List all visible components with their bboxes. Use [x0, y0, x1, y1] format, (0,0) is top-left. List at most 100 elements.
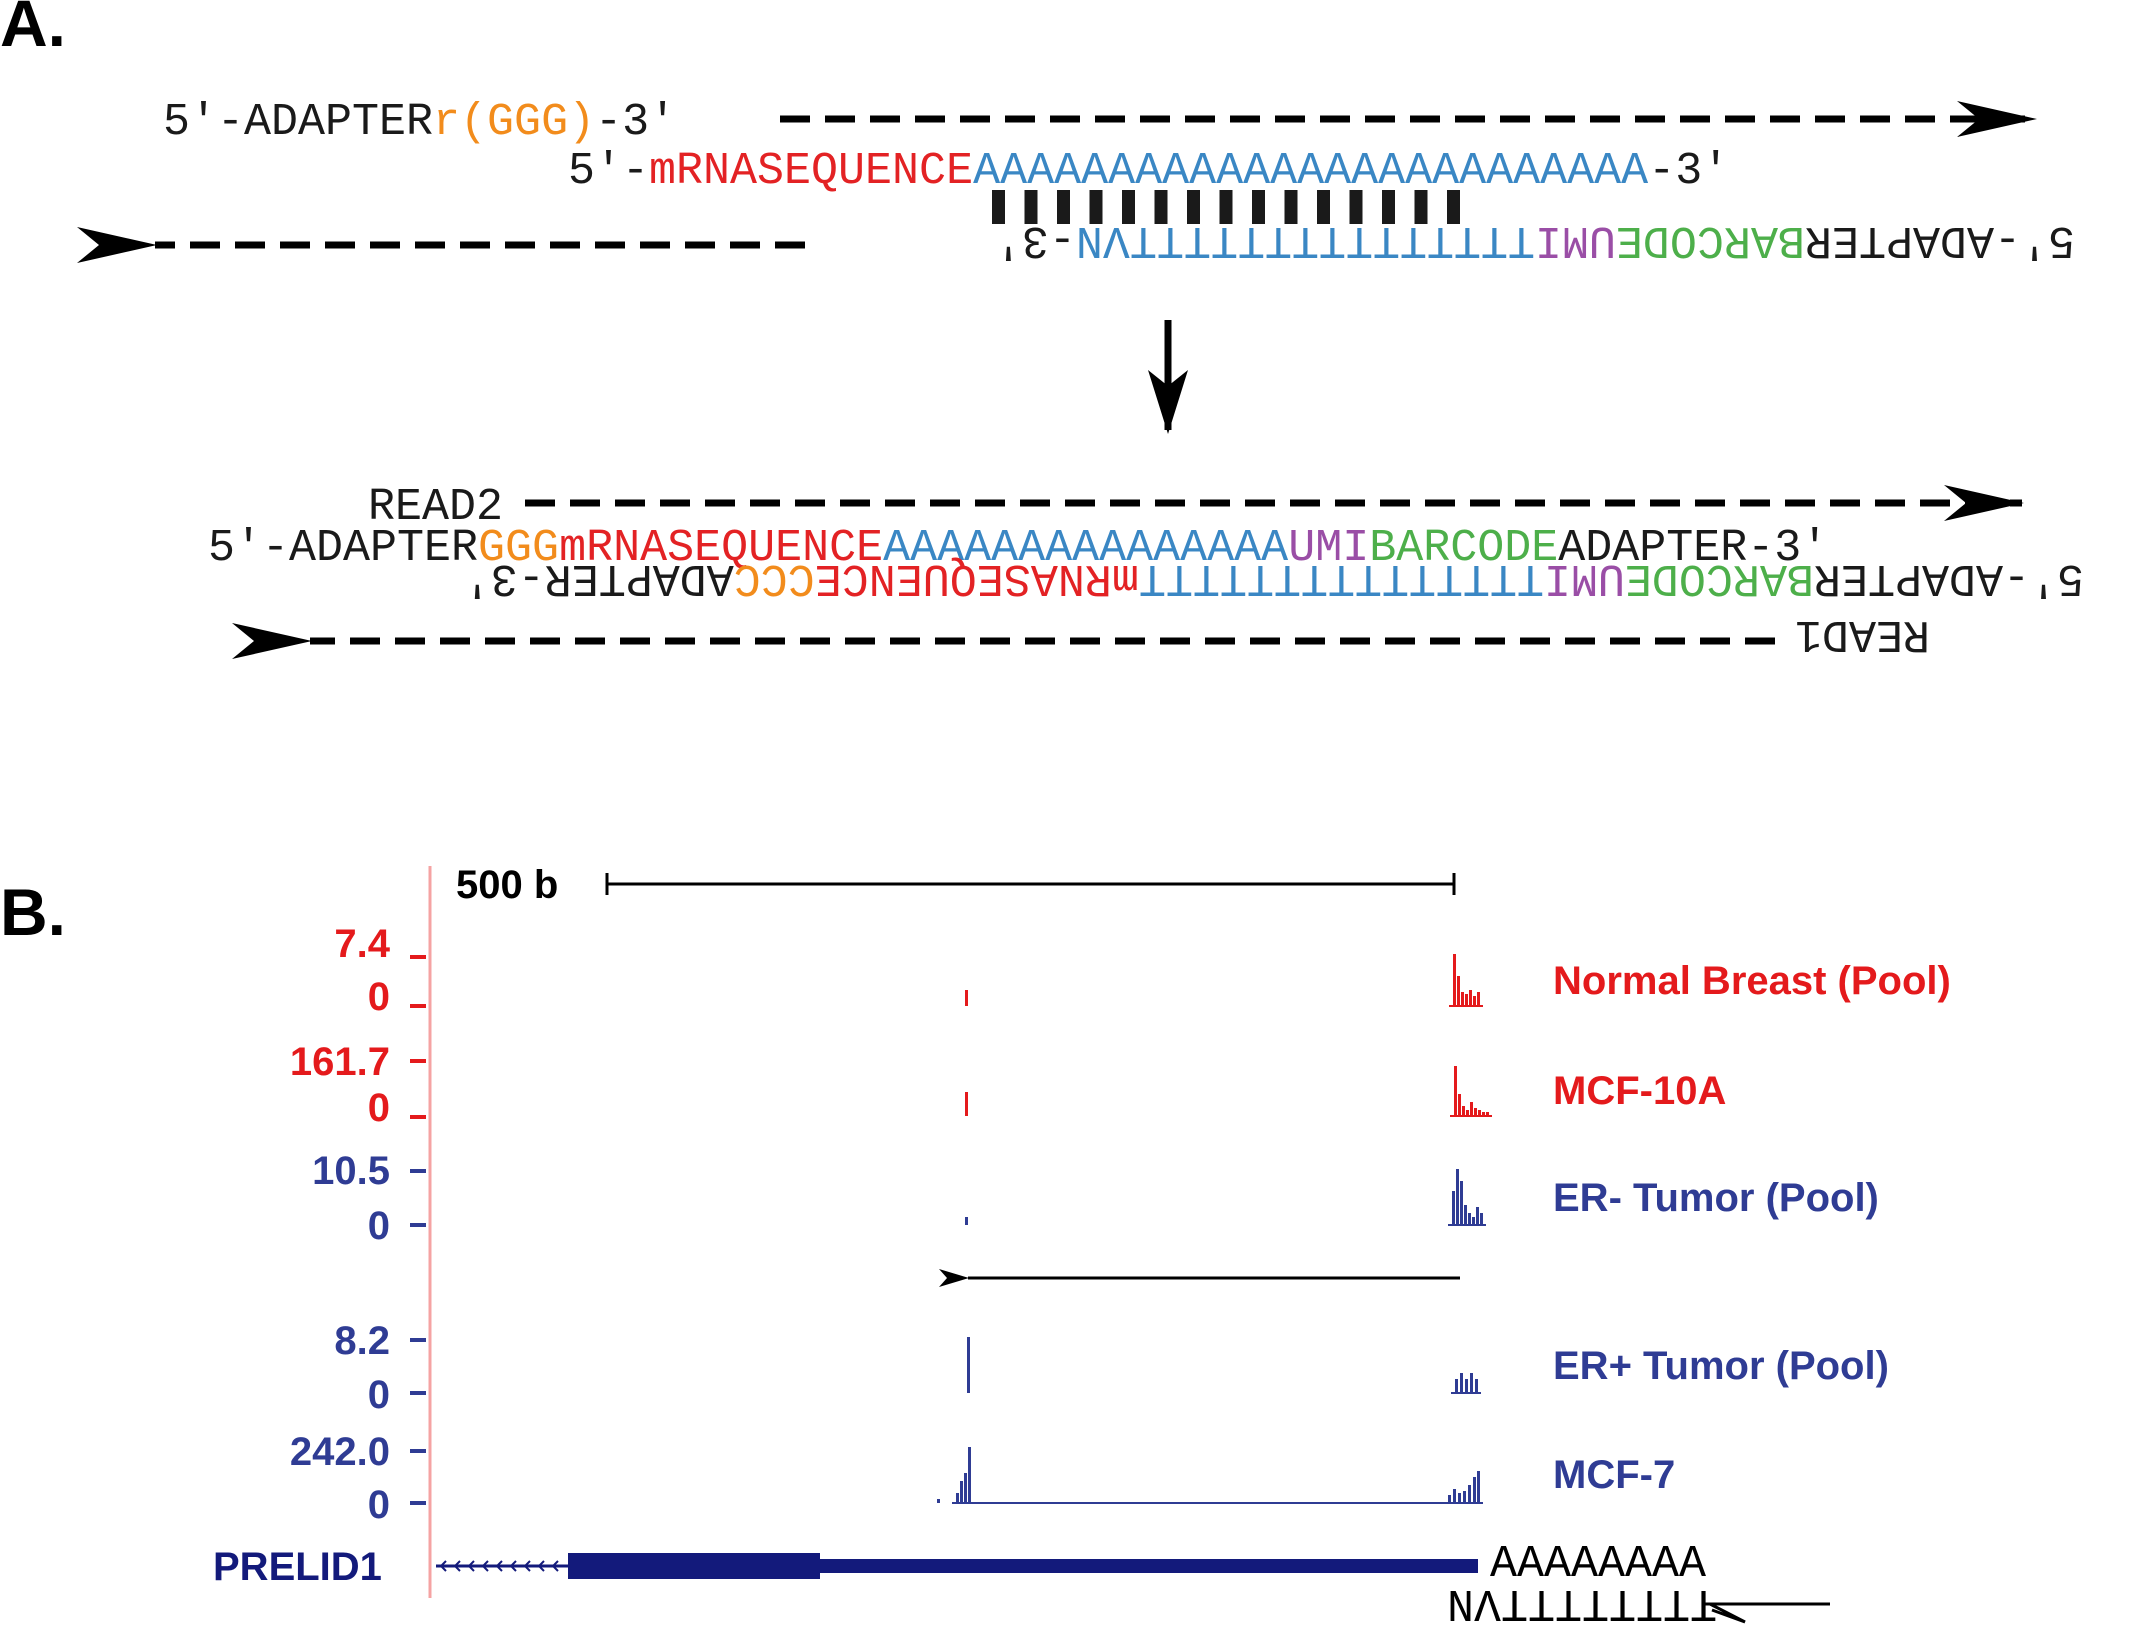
chevron-icon	[551, 1560, 559, 1572]
track2-max-label: 161.7	[290, 1040, 390, 1084]
row5-adapter: 5′-ADAPTER	[208, 523, 478, 574]
pairing-bar	[1414, 190, 1428, 224]
chevron-icon	[481, 1560, 489, 1572]
pairing-bar	[1219, 190, 1233, 224]
signal-bar	[965, 1092, 968, 1116]
row5-barcode: BARCODE	[1369, 523, 1558, 574]
signal-bar	[1468, 1213, 1471, 1225]
signal-bar	[1453, 1489, 1456, 1503]
chevron-icon	[467, 1560, 475, 1572]
row2-start: 5′-	[568, 146, 649, 197]
signal-bar	[1453, 954, 1456, 1006]
signal-bar	[1486, 1112, 1489, 1116]
panel-b-label: B.	[0, 875, 66, 949]
signal-bar	[1472, 1217, 1475, 1225]
read1-label: READ1	[1795, 608, 1930, 659]
pairing-bar	[1252, 190, 1265, 224]
row2-polya: AAAAAAAAAAAAAAAAAAAAAAAAA	[973, 146, 1648, 197]
row5-mrna: mRNASEQUENCE	[559, 523, 883, 574]
signal-bar	[1463, 1491, 1466, 1503]
track5-min-label: 0	[368, 1483, 390, 1527]
pairing-bar	[1057, 190, 1070, 224]
signal-bar	[1465, 1379, 1468, 1393]
signal-bar	[1475, 1379, 1478, 1393]
signal-bar	[1470, 1102, 1473, 1116]
signal-bar	[965, 990, 968, 1006]
signal-bar	[1477, 992, 1480, 1006]
scale-bar-label: 500 b	[456, 863, 558, 907]
chevron-icon	[509, 1560, 517, 1572]
gene-utr	[820, 1559, 1478, 1573]
primer-half-arrow	[1709, 1602, 1746, 1624]
row6-polyt: TTTTTTTTTTTTTTT	[1139, 552, 1544, 603]
signal-bar	[1468, 1485, 1471, 1503]
track-mcf10a: 161.7 0 MCF-10A	[290, 1040, 1726, 1130]
pairing-bar	[1317, 190, 1330, 224]
base-pairing-bars	[992, 190, 1460, 224]
gene-oligo-dt: TTTTTTTTVN	[1447, 1577, 1717, 1628]
pairing-bar	[992, 190, 1005, 224]
signal-bar	[1462, 1106, 1465, 1116]
row6-end: ADAPTER-3′	[464, 552, 734, 603]
row5-end: ADAPTER-3′	[1558, 523, 1828, 574]
signal-bar	[1454, 1066, 1457, 1116]
signal-bar	[1482, 1112, 1485, 1116]
row3-primer: 5′-ADAPTERBARCODEUMITTTTTTTTTTTTTTTVN-3′	[995, 214, 2075, 265]
signal-bar	[1452, 1191, 1455, 1225]
track3-min-label: 0	[368, 1204, 390, 1248]
signal-bar	[1456, 1169, 1459, 1225]
signal-bar	[1473, 996, 1476, 1006]
row1-adapter: 5′-ADAPTER	[163, 97, 433, 148]
track-er-pos-tumor: 8.2 0 ER+ Tumor (Pool)	[334, 1319, 1889, 1417]
track1-signal	[965, 954, 1483, 1007]
pairing-bar	[1447, 190, 1460, 224]
signal-bar	[1480, 1213, 1483, 1225]
track2-signal	[965, 1066, 1492, 1117]
row2-end: -3′	[1648, 146, 1729, 197]
signal-bar	[1458, 1493, 1461, 1503]
pairing-bar	[1122, 190, 1135, 224]
track5-signal	[937, 1447, 1483, 1504]
intron-chevrons	[439, 1560, 559, 1572]
track4-signal	[967, 1337, 1481, 1394]
signal-bar	[1458, 1094, 1461, 1116]
signal-bar	[960, 1481, 963, 1503]
track-er-neg-tumor: 10.5 0 ER- Tumor (Pool)	[312, 1149, 1879, 1248]
row5-ggg: GGG	[478, 523, 559, 574]
row3-polyt: TTTTTTTTTTTTTTTVN	[1076, 214, 1535, 265]
track3-max-label: 10.5	[312, 1149, 390, 1193]
row6-start: 5′-ADAPTER	[1814, 552, 2084, 603]
signal-bar	[937, 1499, 940, 1503]
track4-name: ER+ Tumor (Pool)	[1553, 1344, 1889, 1388]
library-bottom-strand: 5′-ADAPTERBARCODEUMITTTTTTTTTTTTTTTmRNAS…	[464, 552, 2084, 603]
row6-umi: UMI	[1544, 552, 1625, 603]
row1-end: -3'	[595, 97, 676, 148]
track5-max-label: 242.0	[290, 1430, 390, 1474]
signal-bar	[965, 1217, 968, 1225]
signal-bar	[1477, 1471, 1480, 1503]
row3-umi: UMI	[1535, 214, 1616, 265]
signal-bar	[1465, 994, 1468, 1006]
signal-bar	[1455, 1379, 1458, 1393]
signal-bar	[1478, 1110, 1481, 1116]
gene-coding-exon	[568, 1553, 820, 1579]
gene-name: PRELID1	[213, 1545, 382, 1589]
signal-bar	[1460, 1373, 1463, 1393]
panel-a-label: A.	[0, 0, 66, 60]
row3-barcode: BARCODE	[1616, 214, 1805, 265]
track5-name: MCF-7	[1553, 1453, 1675, 1497]
signal-bar	[1457, 976, 1460, 1006]
signal-bar	[968, 1447, 971, 1503]
pairing-bar	[1024, 190, 1038, 224]
chevron-icon	[537, 1560, 545, 1572]
signal-bar	[1470, 1373, 1473, 1393]
signal-bar	[1464, 1205, 1467, 1225]
row3-end: -3′	[995, 214, 1076, 265]
library-top-strand: 5′-ADAPTERGGGmRNASEQUENCEAAAAAAAAAAAAAAA…	[208, 523, 1828, 574]
row5-polya: AAAAAAAAAAAAAAA	[883, 523, 1288, 574]
gene-model: PRELID1 AAAAAAAA TTTTTTTTVN	[213, 1539, 1830, 1628]
pairing-bar	[1089, 190, 1103, 224]
signal-bar	[956, 1493, 959, 1503]
pairing-bar	[1154, 190, 1168, 224]
signal-bar	[967, 1337, 970, 1393]
